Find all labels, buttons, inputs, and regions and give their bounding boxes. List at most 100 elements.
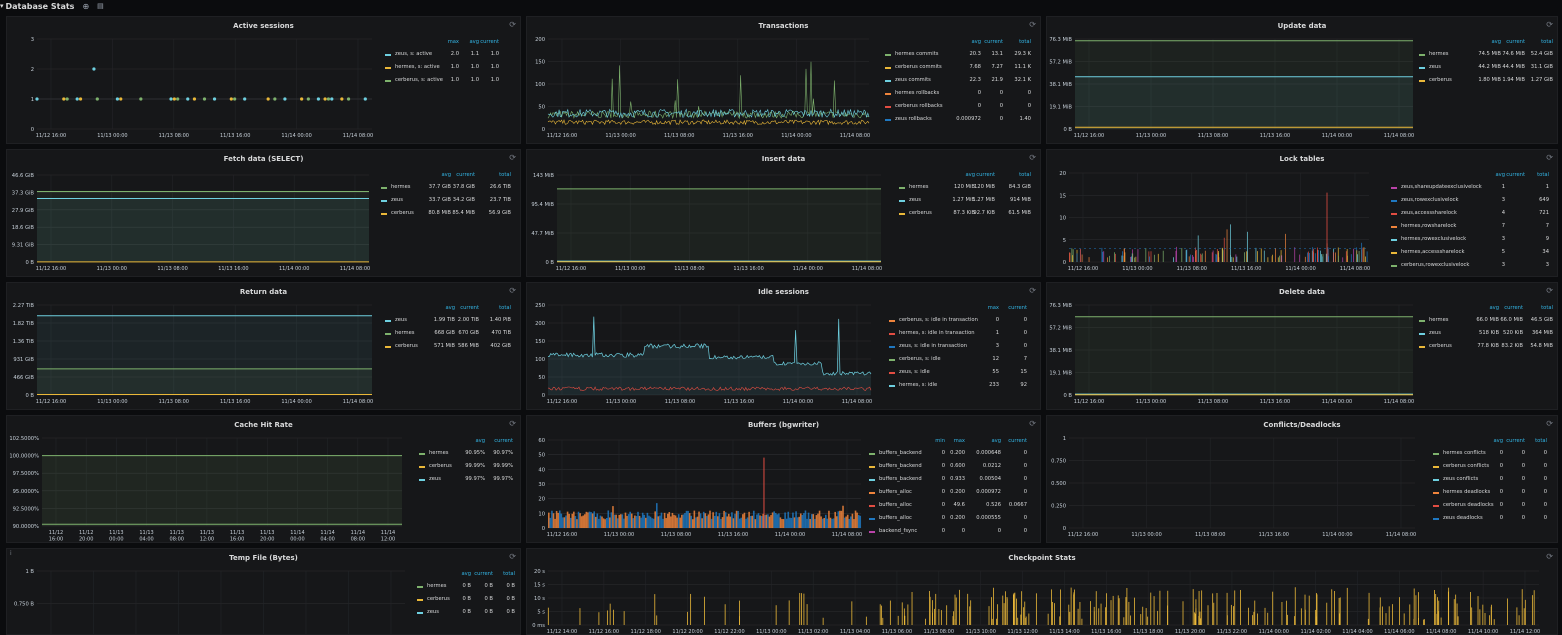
legend-item[interactable]: hermes,accesssharelock 5 34	[1391, 249, 1557, 258]
panel-title[interactable]: Idle sessions	[758, 288, 809, 296]
legend-item[interactable]: hermes 37.7 GiB 37.8 GiB 26.6 TiB	[381, 184, 519, 193]
legend-item[interactable]: hermes commits 20.3 13.1 29.3 K	[885, 51, 1035, 60]
legend-item[interactable]: zeus 0 B 0 B 0 B	[417, 609, 520, 618]
legend-column-header[interactable]: avg	[1495, 172, 1505, 178]
plot-area[interactable]: 46.6 GiB 37.3 GiB 27.9 GiB 18.6 GiB 9.31 GiB…	[7, 150, 521, 277]
panel-fetch-data[interactable]: Fetch data (SELECT) ⟳ 46.6 GiB 37.3 GiB 27.9…	[6, 149, 521, 277]
legend-column-header[interactable]: total	[503, 571, 515, 577]
legend-item[interactable]: cerberus 77.8 KiB 83.2 KiB 54.8 MiB	[1419, 343, 1557, 352]
panel-title[interactable]: Transactions	[758, 22, 809, 30]
legend-item[interactable]: hermes 74.5 MiB 74.6 MiB 52.4 GiB	[1419, 51, 1557, 60]
legend-item[interactable]: hermes,rowexclusivelock 3 9	[1391, 236, 1557, 245]
legend-item[interactable]: zeus,shareupdateexclusivelock 1 1	[1391, 184, 1557, 193]
panel-title[interactable]: Temp File (Bytes)	[229, 554, 298, 562]
refresh-icon[interactable]: ⟳	[1546, 20, 1553, 29]
legend-item[interactable]: zeus 33.7 GiB 34.2 GiB 23.7 TiB	[381, 197, 519, 206]
legend-item[interactable]: zeus,rowexclusivelock 3 649	[1391, 197, 1557, 206]
legend-column-header[interactable]: max	[987, 305, 999, 311]
row-header[interactable]: ▾ Database Stats ⊕ ▤	[0, 0, 104, 12]
legend-column-header[interactable]: total	[1019, 172, 1031, 178]
legend-item[interactable]: cerberus rollbacks 0 0 0	[885, 103, 1035, 112]
refresh-icon[interactable]: ⟳	[509, 419, 516, 428]
legend-item[interactable]: cerberus, s: active 1.0 1.0 1.0	[385, 77, 519, 86]
panel-title[interactable]: Insert data	[761, 155, 806, 163]
legend-column-header[interactable]: current	[1008, 438, 1027, 444]
legend-column-header[interactable]: avg	[1493, 438, 1503, 444]
legend-column-header[interactable]: total	[499, 172, 511, 178]
legend-item[interactable]: hermes, s: active 1.0 1.0 1.0	[385, 64, 519, 73]
legend-column-header[interactable]: max	[447, 39, 459, 45]
legend-column-header[interactable]: avg	[965, 172, 975, 178]
legend-item[interactable]: hermes deadlocks 0 0 0	[1433, 489, 1557, 498]
panel-conflicts[interactable]: Conflicts/Deadlocks ⟳ 1 0.750 0.500 0.250 0 11/…	[1046, 415, 1558, 543]
legend-column-header[interactable]: current	[976, 172, 995, 178]
legend-column-header[interactable]: current	[1506, 438, 1525, 444]
panel-cache-hit-rate[interactable]: Cache Hit Rate ⟳ 102.5000% 100.0000% 97.5000…	[6, 415, 521, 543]
legend-column-header[interactable]: avg	[1491, 39, 1501, 45]
refresh-icon[interactable]: ⟳	[1546, 153, 1553, 162]
legend-column-header[interactable]: avg	[441, 172, 451, 178]
legend-item[interactable]: buffers_alloc 0 0.200 0.000555 0	[869, 515, 1039, 524]
legend-item[interactable]: cerberus, s: idle in transaction 0 0	[889, 317, 1035, 326]
legend-column-header[interactable]: max	[953, 438, 965, 444]
refresh-icon[interactable]: ⟳	[1029, 419, 1036, 428]
legend-column-header[interactable]: avg	[445, 305, 455, 311]
legend-item[interactable]: zeus, s: idle 55 15	[889, 369, 1035, 378]
legend-item[interactable]: cerberus conflicts 0 0 0	[1433, 463, 1557, 472]
legend-column-header[interactable]: avg	[475, 438, 485, 444]
legend-column-header[interactable]: total	[1019, 39, 1031, 45]
delete-row-icon[interactable]: ▤	[97, 2, 104, 10]
legend-column-header[interactable]: total	[1537, 172, 1549, 178]
legend-item[interactable]: hermes conflicts 0 0 0	[1433, 450, 1557, 459]
panel-buffers[interactable]: Buffers (bgwriter) ⟳ 60 50 40 30 20 10 0 11/12 16…	[526, 415, 1041, 543]
legend-item[interactable]: hermes 90.95% 90.97%	[419, 450, 519, 459]
legend-column-header[interactable]: current	[460, 305, 479, 311]
legend-item[interactable]: buffers_backend 0 0.200 0.000648 0	[869, 450, 1039, 459]
legend-column-header[interactable]: current	[494, 438, 513, 444]
panel-title[interactable]: Update data	[1277, 22, 1327, 30]
refresh-icon[interactable]: ⟳	[1546, 419, 1553, 428]
plot-area[interactable]: 2.27 TiB 1.82 TiB 1.36 TiB 931 GiB 466 GiB 0 …	[7, 283, 521, 410]
legend-item[interactable]: buffers_backend 0 0.933 0.00504 0	[869, 476, 1039, 485]
legend-column-header[interactable]: current	[474, 571, 493, 577]
legend-column-header[interactable]: current	[1008, 305, 1027, 311]
legend-item[interactable]: cerberus commits 7.68 7.27 11.1 K	[885, 64, 1035, 73]
panel-transactions[interactable]: Transactions ⟳ 200 150 100 50 0 11/12 16:00 11/1…	[526, 16, 1041, 144]
legend-item[interactable]: zeus,accesssharelock 4 721	[1391, 210, 1557, 219]
legend-item[interactable]: hermes 668 GiB 670 GiB 470 TiB	[385, 330, 519, 339]
legend-item[interactable]: cerberus 99.99% 99.99%	[419, 463, 519, 472]
panel-title[interactable]: Checkpoint Stats	[1008, 554, 1076, 562]
plot-area[interactable]: 76.3 MiB 57.2 MiB 38.1 MiB 19.1 MiB 0 B11/12…	[1047, 17, 1558, 144]
legend-item[interactable]: buffers_alloc 0 49.6 0.526 0.0667	[869, 502, 1039, 511]
legend-column-header[interactable]: avg	[1489, 305, 1499, 311]
refresh-icon[interactable]: ⟳	[509, 286, 516, 295]
legend-column-header[interactable]: current	[480, 39, 499, 45]
panel-temp-file[interactable]: Temp File (Bytes)⟳i1 B0.750 B0.500 Bavgc…	[6, 548, 521, 635]
legend-column-header[interactable]: current	[1506, 172, 1525, 178]
legend-item[interactable]: cerberus deadlocks 0 0 0	[1433, 502, 1557, 511]
legend-item[interactable]: zeus rollbacks 0.000972 0 1.40	[885, 116, 1035, 125]
panel-title[interactable]: Buffers (bgwriter)	[747, 421, 820, 429]
legend-item[interactable]: hermes,rowsharelock 7 7	[1391, 223, 1557, 232]
panel-title[interactable]: Fetch data (SELECT)	[223, 155, 304, 163]
panel-update-data[interactable]: Update data ⟳ 76.3 MiB 57.2 MiB 38.1 MiB 19.1…	[1046, 16, 1558, 144]
refresh-icon[interactable]: ⟳	[1029, 286, 1036, 295]
plot-area[interactable]: 3 2 1 011/12 16:00 11/13 00:00 11/13 08:00 11/…	[7, 17, 521, 144]
legend-item[interactable]: buffers_backend 0 0.600 0.0212 0	[869, 463, 1039, 472]
panel-title[interactable]: Cache Hit Rate	[234, 421, 293, 429]
legend-column-header[interactable]: current	[456, 172, 475, 178]
legend-item[interactable]: cerberus, s: idle 12 7	[889, 356, 1035, 365]
plot-area[interactable]: 143 MiB 95.4 MiB 47.7 MiB 0 B11/12 16:00 11/…	[527, 150, 1041, 277]
legend-column-header[interactable]: total	[1541, 39, 1553, 45]
plot-area[interactable]: 1 B0.750 B0.500 B	[7, 549, 521, 635]
plot-area[interactable]: 76.3 MiB 57.2 MiB 38.1 MiB 19.1 MiB 0 B11/12…	[1047, 283, 1558, 410]
legend-item[interactable]: buffers_alloc 0 0.200 0.000972 0	[869, 489, 1039, 498]
legend-column-header[interactable]: total	[1541, 305, 1553, 311]
refresh-icon[interactable]: ⟳	[1546, 552, 1553, 561]
refresh-icon[interactable]: ⟳	[1029, 20, 1036, 29]
legend-item[interactable]: zeus 99.97% 99.97%	[419, 476, 519, 485]
